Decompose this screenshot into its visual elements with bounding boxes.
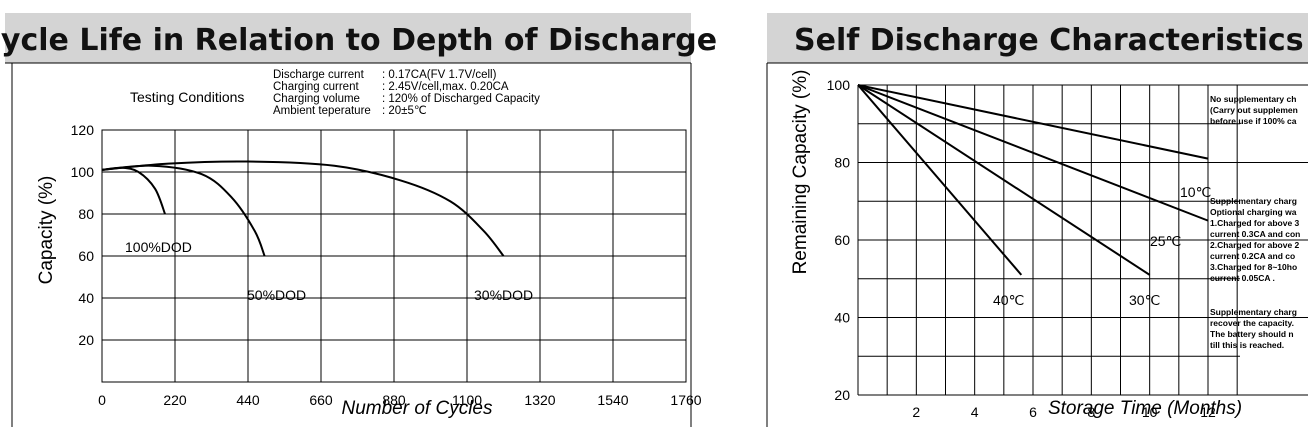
self-discharge-x-ticks: 2 4 6 8 10 12 — [912, 404, 1216, 420]
self-discharge-y-axis-label: Remaining Capacity (%) — [790, 70, 811, 275]
cycle-life-series-label: 100%DOD — [125, 239, 192, 255]
cycle-life-series-label: 30%DOD — [474, 287, 533, 303]
self-discharge-note-line: 1.Charged for above 3 — [1210, 218, 1300, 228]
self-discharge-x-tick-label: 6 — [1029, 404, 1037, 420]
self-discharge-x-tick-label: 10 — [1142, 404, 1158, 420]
cycle-life-y-tick-label: 100 — [71, 164, 95, 180]
self-discharge-y-tick-label: 80 — [834, 155, 850, 171]
self-discharge-y-tick-label: 60 — [834, 232, 850, 248]
testing-condition-name: Charging current — [273, 81, 359, 93]
cycle-life-series-line — [101, 166, 166, 215]
self-discharge-note-line: current 0.3CA and con — [1210, 229, 1300, 239]
cycle-life-y-tick-label: 120 — [71, 122, 95, 138]
cycle-life-x-tick-label: 220 — [163, 392, 187, 408]
self-discharge-series-label: 40℃ — [993, 292, 1024, 308]
self-discharge-note-line: Supplementary charg — [1210, 307, 1297, 317]
cycle-life-x-ticks: 0 220 440 660 880 1100 1320 1540 1760 — [98, 392, 702, 408]
self-discharge-y-tick-label: 20 — [834, 387, 850, 403]
self-discharge-note-line: recover the capacity. — [1210, 318, 1294, 328]
self-discharge-note-line: (Carry out supplemen — [1210, 105, 1298, 115]
self-discharge-series-line — [857, 84, 1209, 222]
testing-condition-value: : 20±5℃ — [382, 105, 427, 117]
self-discharge-chart: Self Discharge Characteristics 2 4 6 8 10 12 … — [766, 13, 1308, 427]
cycle-life-y-ticks: 120 100 80 60 40 20 — [71, 122, 95, 348]
cycle-life-title-bar — [5, 13, 691, 63]
self-discharge-y-tick-label: 100 — [827, 77, 851, 93]
self-discharge-note-line: Supplementary charg — [1210, 196, 1297, 206]
cycle-life-y-axis-label: Capacity (%) — [36, 176, 57, 285]
cycle-life-x-tick-label: 1100 — [452, 392, 482, 408]
self-discharge-note-line: current 0.05CA . — [1210, 273, 1275, 283]
self-discharge-note-line: 2.Charged for above 2 — [1210, 240, 1300, 250]
cycle-life-chart: Cycle Life in Relation to Depth of Disch… — [0, 13, 717, 427]
self-discharge-note-line: current 0.2CA and co — [1210, 251, 1295, 261]
testing-conditions-label: Testing Conditions — [130, 89, 244, 105]
self-discharge-note-line: before use if 100% ca — [1210, 116, 1297, 126]
cycle-life-x-tick-label: 660 — [309, 392, 333, 408]
self-discharge-y-tick-label: 40 — [834, 310, 850, 326]
cycle-life-x-axis-label: Number of Cycles — [342, 398, 493, 419]
self-discharge-x-tick-label: 4 — [971, 404, 979, 420]
cycle-life-y-tick-label: 40 — [78, 290, 94, 306]
self-discharge-x-tick-label: 2 — [912, 404, 920, 420]
testing-conditions: Discharge current : 0.17CA(FV 1.7V/cell) C… — [273, 69, 540, 117]
testing-condition-name: Ambient teperature — [273, 105, 371, 117]
cycle-life-series-line — [101, 160, 505, 257]
testing-condition-value: : 0.17CA(FV 1.7V/cell) — [382, 69, 497, 81]
self-discharge-series-line — [857, 84, 1023, 276]
self-discharge-grid — [857, 84, 1308, 396]
cycle-life-series: 100%DOD 50%DOD 30%DOD — [101, 160, 533, 303]
self-discharge-x-axis-label: Storage Time (Months) — [1048, 398, 1242, 419]
cycle-life-title: Cycle Life in Relation to Depth of Disch… — [0, 23, 717, 58]
cycle-life-x-tick-label: 440 — [236, 392, 260, 408]
self-discharge-note-line: till this is reached. — [1210, 340, 1284, 350]
cycle-life-x-tick-label: 0 — [98, 392, 106, 408]
self-discharge-series-line — [857, 84, 1151, 276]
cycle-life-x-tick-label: 1320 — [524, 392, 555, 408]
cycle-life-grid — [101, 129, 687, 383]
self-discharge-series-label: 25℃ — [1150, 233, 1181, 249]
cycle-life-series-label: 50%DOD — [247, 287, 306, 303]
testing-condition-name: Charging volume — [273, 93, 360, 105]
cycle-life-x-tick-label: 1540 — [597, 392, 628, 408]
cycle-life-y-tick-label: 20 — [78, 332, 94, 348]
cycle-life-y-tick-label: 80 — [78, 206, 94, 222]
testing-condition-value: : 120% of Discharged Capacity — [382, 93, 540, 105]
self-discharge-series-label: 10℃ — [1180, 184, 1211, 200]
self-discharge-series-label: 30℃ — [1129, 292, 1160, 308]
cycle-life-y-tick-label: 60 — [78, 248, 94, 264]
self-discharge-series-line — [857, 84, 1209, 160]
self-discharge-series: 10℃ 25℃ 30℃ 40℃ — [857, 84, 1211, 308]
self-discharge-note-line: No supplementary ch — [1210, 94, 1296, 104]
self-discharge-title: Self Discharge Characteristics — [794, 23, 1304, 58]
self-discharge-y-ticks: 100 80 60 40 20 — [827, 77, 851, 403]
testing-condition-name: Discharge current — [273, 69, 365, 81]
testing-condition-value: : 2.45V/cell,max. 0.20CA — [382, 81, 509, 93]
self-discharge-note-line: Optional charging wa — [1210, 207, 1297, 217]
self-discharge-x-tick-label: 8 — [1087, 404, 1095, 420]
cycle-life-x-tick-label: 1760 — [670, 392, 701, 408]
self-discharge-title-bar — [767, 13, 1308, 63]
self-discharge-x-tick-label: 12 — [1200, 404, 1216, 420]
cycle-life-x-tick-label: 880 — [382, 392, 406, 408]
self-discharge-note-line: The battery should n — [1210, 329, 1294, 339]
self-discharge-notes: No supplementary ch(Carry out supplemenb… — [1210, 94, 1300, 350]
self-discharge-note-line: 3.Charged for 8~10ho — [1210, 262, 1297, 272]
